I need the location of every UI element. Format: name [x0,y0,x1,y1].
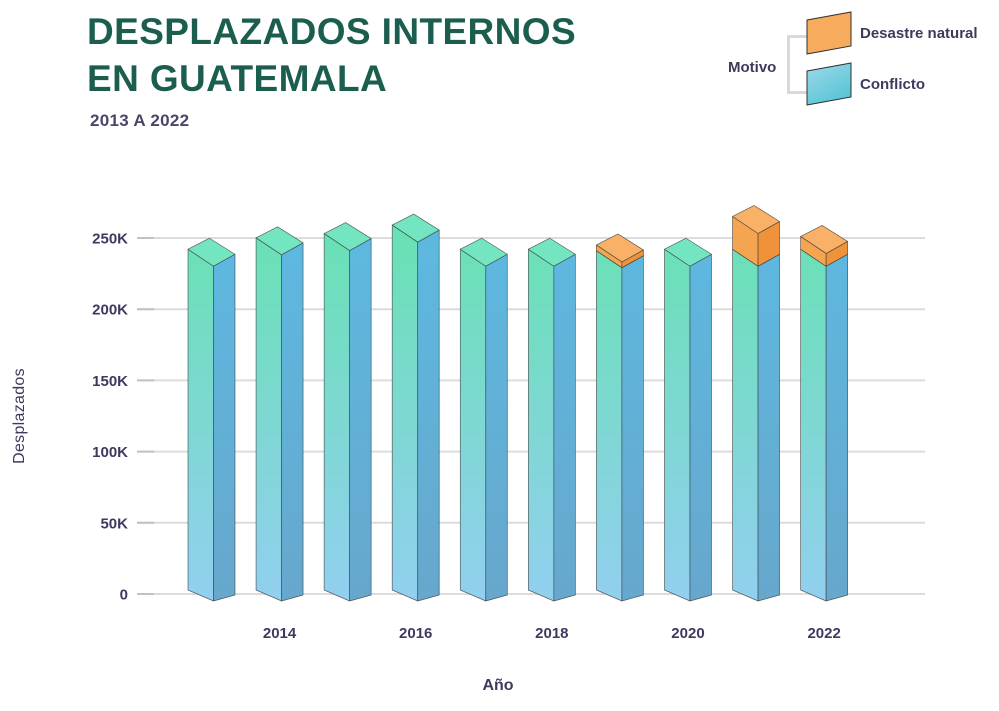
chart-title: DESPLAZADOS INTERNOS EN GUATEMALA [87,8,576,102]
bar-2021-desastre-top-face[interactable] [732,205,780,234]
bar-2019-desastre-top-face[interactable] [596,233,644,263]
title-line1: DESPLAZADOS INTERNOS [87,11,577,52]
bar-2015-conflicto-right-face[interactable] [349,238,372,602]
bar-2018[interactable] [527,237,576,602]
bar-2014-conflicto-left-face[interactable] [255,237,282,602]
desastre-natural-swatch [806,11,852,55]
bar-2020-conflicto-top-face[interactable] [664,237,712,267]
bar-2018-conflicto-left-face[interactable] [527,248,555,602]
bar-2017[interactable] [459,237,508,602]
bar-2018-conflicto-top-face[interactable] [527,237,576,267]
bar-2020[interactable] [664,237,712,602]
bar-2017-conflicto-right-face[interactable] [485,253,508,602]
x-axis-title: Año [482,677,514,694]
bar-2017-conflicto-top-face[interactable] [459,237,508,267]
bar-2022-desastre-top-face[interactable] [800,225,848,254]
x-tick-label-2022: 2022 [807,625,840,642]
y-tick-label-200k: 200K [92,302,128,319]
legend-title: Motivo [728,59,777,76]
bar-2016-conflicto-left-face[interactable] [391,224,419,602]
bar-2022-conflicto-left-face[interactable] [800,248,827,602]
bar-2021-conflicto-left-face[interactable] [732,248,759,602]
bar-2014-conflicto-right-face[interactable] [281,242,304,602]
bar-2018-conflicto-right-face[interactable] [553,253,576,602]
y-tick-label-50k: 50K [100,515,128,532]
bar-2015[interactable] [323,222,372,602]
bar-2020-conflicto-right-face[interactable] [689,253,712,602]
y-tick-label-250k: 250K [92,231,128,248]
legend-bracket [787,35,807,94]
legend-label-conflicto: Conflicto [860,75,925,93]
y-tick-label-150k: 150K [92,373,128,390]
legend-item-desastre-natural[interactable]: Desastre natural [806,11,978,55]
bar-2019-conflicto-right-face[interactable] [621,255,644,602]
x-tick-label-2014: 2014 [263,625,297,642]
bar-2019[interactable] [596,233,644,602]
bar-2013-conflicto-left-face[interactable] [187,248,214,602]
bar-2022[interactable] [800,225,848,602]
bar-2014-conflicto-top-face[interactable] [255,226,304,256]
bar-2013[interactable] [187,237,236,602]
bar-2016-conflicto-top-face[interactable] [391,213,440,243]
bar-2022-conflicto-right-face[interactable] [825,253,848,602]
legend-item-conflicto[interactable]: Conflicto [806,62,925,106]
chart-subtitle: 2013 A 2022 [90,111,190,130]
y-tick-label-100k: 100K [92,444,128,461]
legend-swatch-shape [806,11,852,55]
x-tick-label-2018: 2018 [535,625,568,642]
bar-2016[interactable] [391,213,440,602]
bar-2016-conflicto-right-face[interactable] [417,229,440,602]
legend-label-desastre-natural: Desastre natural [860,24,978,42]
bar-2013-conflicto-top-face[interactable] [187,237,236,267]
bar-2015-conflicto-left-face[interactable] [323,233,350,602]
bar-2021[interactable] [732,205,780,602]
legend-swatch-shape [806,62,852,106]
bar-2019-conflicto-left-face[interactable] [596,250,623,602]
legend-swatch-svg [806,11,852,55]
bar-2014[interactable] [255,226,304,602]
bar-2017-conflicto-left-face[interactable] [459,248,487,602]
x-tick-label-2020: 2020 [671,625,704,642]
bar-2020-conflicto-left-face[interactable] [664,248,691,602]
conflicto-swatch [806,62,852,106]
x-tick-label-2016: 2016 [399,625,432,642]
bar-2015-conflicto-top-face[interactable] [323,222,372,251]
title-line2: EN GUATEMALA [87,58,388,99]
legend-swatch-svg [806,62,852,106]
y-tick-label-0: 0 [120,587,128,604]
bar-2013-conflicto-right-face[interactable] [213,253,236,602]
bar-2021-conflicto-right-face[interactable] [757,253,780,602]
